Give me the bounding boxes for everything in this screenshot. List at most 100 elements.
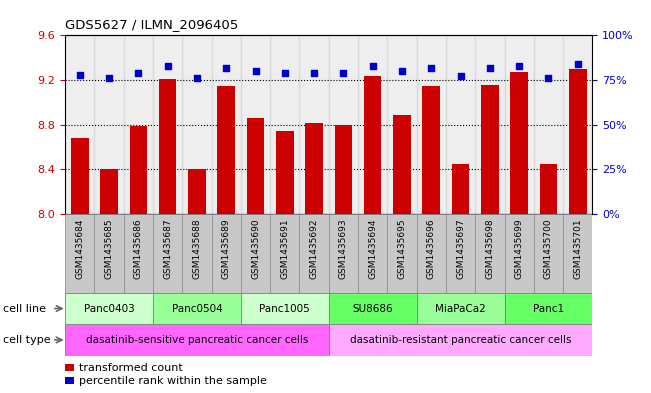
Bar [276,132,294,214]
Text: GSM1435690: GSM1435690 [251,218,260,279]
Bar [475,35,505,214]
Bar [329,293,417,324]
Text: GSM1435694: GSM1435694 [368,218,377,279]
Bar [100,169,118,214]
Point [250,68,260,74]
Text: GSM1435696: GSM1435696 [427,218,436,279]
Text: GSM1435693: GSM1435693 [339,218,348,279]
Bar [534,35,563,214]
Text: GSM1435687: GSM1435687 [163,218,172,279]
Text: GSM1435689: GSM1435689 [222,218,230,279]
Bar [387,214,417,293]
Text: Panc1: Panc1 [533,303,564,314]
Text: GSM1435685: GSM1435685 [105,218,113,279]
Bar [446,35,475,214]
Bar [563,35,592,214]
Bar [153,293,241,324]
Bar [329,324,592,356]
Point [572,61,583,67]
Bar [417,293,505,324]
Text: GSM1435686: GSM1435686 [134,218,143,279]
Bar [305,123,323,214]
Bar [212,35,241,214]
Bar [153,214,182,293]
Text: GSM1435699: GSM1435699 [515,218,523,279]
Point [367,62,378,69]
Point [133,70,143,76]
Bar [563,214,592,293]
Text: GSM1435688: GSM1435688 [193,218,201,279]
Bar [212,214,241,293]
Bar [475,214,505,293]
Point [339,70,349,76]
Bar [358,214,387,293]
Point [191,75,202,81]
Bar [270,214,299,293]
Text: GSM1435701: GSM1435701 [574,218,582,279]
Point [104,75,115,81]
Bar [358,35,387,214]
Bar [65,324,329,356]
Bar [505,293,592,324]
Bar [417,214,446,293]
Text: transformed count: transformed count [79,363,182,373]
Bar [182,214,212,293]
Text: dasatinib-resistant pancreatic cancer cells: dasatinib-resistant pancreatic cancer ce… [350,335,572,345]
Text: Panc0504: Panc0504 [172,303,222,314]
Bar [481,84,499,214]
Bar [446,214,475,293]
Bar [153,35,182,214]
Point [426,64,436,71]
Bar [182,35,212,214]
Bar [510,72,528,214]
Text: GSM1435697: GSM1435697 [456,218,465,279]
Text: cell line: cell line [3,303,46,314]
Text: GSM1435692: GSM1435692 [310,218,318,279]
Bar [217,86,235,214]
Bar [329,35,358,214]
Bar [65,214,94,293]
Bar [159,79,176,214]
Text: MiaPaCa2: MiaPaCa2 [436,303,486,314]
Point [221,64,232,71]
Text: GSM1435691: GSM1435691 [281,218,289,279]
Text: GSM1435695: GSM1435695 [398,218,406,279]
Text: dasatinib-sensitive pancreatic cancer cells: dasatinib-sensitive pancreatic cancer ce… [86,335,308,345]
Bar [270,35,299,214]
Bar [241,35,270,214]
Bar [71,138,89,214]
Text: GSM1435700: GSM1435700 [544,218,553,279]
Bar [505,35,534,214]
Text: Panc0403: Panc0403 [84,303,134,314]
Point [280,70,290,76]
Bar [65,35,94,214]
Bar [329,214,358,293]
Bar [393,115,411,214]
Bar [417,35,446,214]
Bar [422,86,440,214]
Bar [364,75,381,214]
Point [309,70,319,76]
Point [396,68,408,74]
Bar [94,214,124,293]
Bar [505,214,534,293]
Point [484,64,495,71]
Point [543,75,553,81]
Bar [452,164,469,214]
Bar [130,126,147,214]
Text: SU8686: SU8686 [352,303,393,314]
Bar [247,118,264,214]
Bar [387,35,417,214]
Text: GDS5627 / ILMN_2096405: GDS5627 / ILMN_2096405 [65,18,238,31]
Text: percentile rank within the sample: percentile rank within the sample [79,376,267,386]
Text: cell type: cell type [3,335,51,345]
Bar [335,125,352,214]
Bar [241,293,329,324]
Point [455,73,465,80]
Bar [94,35,124,214]
Bar [188,169,206,214]
Bar [299,214,329,293]
Bar [569,69,587,214]
Point [163,62,173,69]
Point [74,72,85,78]
